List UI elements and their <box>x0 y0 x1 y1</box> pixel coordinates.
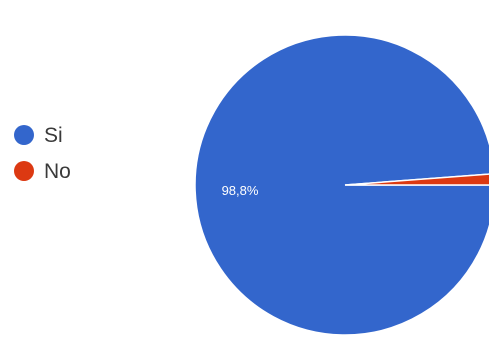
slice-label-si: 98,8% <box>222 183 259 198</box>
legend-item-no[interactable]: No <box>14 158 71 184</box>
legend-label-no: No <box>44 159 71 183</box>
legend-swatch-si <box>14 125 34 145</box>
pie-slice-no[interactable] <box>344 173 489 186</box>
pie-slices <box>194 34 489 336</box>
pie-slice-si[interactable] <box>194 34 489 336</box>
legend-swatch-no <box>14 161 34 181</box>
legend-item-si[interactable]: Si <box>14 122 71 148</box>
legend-label-si: Si <box>44 123 63 147</box>
chart-legend: Si No <box>14 122 71 194</box>
